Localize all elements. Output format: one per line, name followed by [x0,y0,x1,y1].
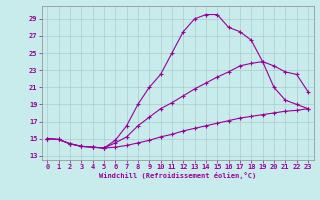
X-axis label: Windchill (Refroidissement éolien,°C): Windchill (Refroidissement éolien,°C) [99,172,256,179]
